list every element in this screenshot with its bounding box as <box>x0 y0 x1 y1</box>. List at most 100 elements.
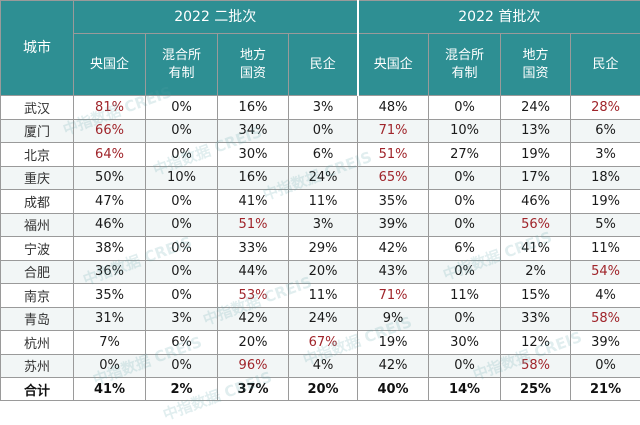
column-header-line-1: 混合所 <box>429 47 500 65</box>
total-value-cell: 21% <box>571 378 640 401</box>
value-cell: 0% <box>146 237 218 261</box>
value-cell: 41% <box>501 237 571 261</box>
value-cell: 0% <box>429 190 501 214</box>
value-cell: 71% <box>358 284 429 308</box>
value-cell: 5% <box>571 213 640 237</box>
value-cell: 12% <box>501 331 571 355</box>
value-cell: 10% <box>146 166 218 190</box>
column-header: 地方国资 <box>501 34 571 96</box>
value-cell: 4% <box>289 354 358 378</box>
value-cell: 0% <box>74 354 146 378</box>
column-header: 央国企 <box>74 34 146 96</box>
value-cell: 48% <box>358 96 429 120</box>
value-cell: 6% <box>571 119 640 143</box>
total-value-cell: 2% <box>146 378 218 401</box>
value-cell: 36% <box>74 260 146 284</box>
value-cell: 33% <box>501 307 571 331</box>
value-cell: 4% <box>571 284 640 308</box>
value-cell: 24% <box>501 96 571 120</box>
value-cell: 13% <box>501 119 571 143</box>
value-cell: 56% <box>501 213 571 237</box>
value-cell: 19% <box>501 143 571 167</box>
value-cell: 42% <box>218 307 289 331</box>
value-cell: 7% <box>74 331 146 355</box>
value-cell: 16% <box>218 166 289 190</box>
value-cell: 0% <box>146 213 218 237</box>
column-header: 民企 <box>571 34 640 96</box>
value-cell: 46% <box>74 213 146 237</box>
city-cell: 苏州 <box>1 354 74 378</box>
total-value-cell: 14% <box>429 378 501 401</box>
value-cell: 51% <box>358 143 429 167</box>
value-cell: 0% <box>146 96 218 120</box>
column-header-line-2: 国资 <box>501 65 570 83</box>
value-cell: 71% <box>358 119 429 143</box>
total-value-cell: 40% <box>358 378 429 401</box>
column-header-line-2: 有制 <box>429 65 500 83</box>
value-cell: 50% <box>74 166 146 190</box>
value-cell: 0% <box>429 260 501 284</box>
column-header-line-1: 央国企 <box>359 56 429 74</box>
value-cell: 46% <box>501 190 571 214</box>
value-cell: 24% <box>289 307 358 331</box>
value-cell: 20% <box>289 260 358 284</box>
column-header-line-1: 民企 <box>571 56 640 74</box>
value-cell: 42% <box>358 237 429 261</box>
value-cell: 20% <box>218 331 289 355</box>
value-cell: 28% <box>571 96 640 120</box>
ownership-share-table: 城市 2022 二批次 2022 首批次 央国企混合所有制地方国资民企央国企混合… <box>0 0 640 401</box>
value-cell: 43% <box>358 260 429 284</box>
total-value-cell: 25% <box>501 378 571 401</box>
value-cell: 18% <box>571 166 640 190</box>
city-header: 城市 <box>1 1 74 96</box>
value-cell: 65% <box>358 166 429 190</box>
value-cell: 0% <box>146 143 218 167</box>
value-cell: 39% <box>358 213 429 237</box>
column-header: 混合所有制 <box>429 34 501 96</box>
group-header-2022-batch-1: 2022 首批次 <box>358 1 640 34</box>
city-cell: 重庆 <box>1 166 74 190</box>
group-header-2022-batch-2: 2022 二批次 <box>74 1 358 34</box>
value-cell: 19% <box>571 190 640 214</box>
column-header: 混合所有制 <box>146 34 218 96</box>
city-cell: 成都 <box>1 190 74 214</box>
value-cell: 29% <box>289 237 358 261</box>
value-cell: 3% <box>146 307 218 331</box>
value-cell: 0% <box>429 96 501 120</box>
value-cell: 64% <box>74 143 146 167</box>
value-cell: 38% <box>74 237 146 261</box>
value-cell: 11% <box>289 190 358 214</box>
column-header-line-2: 有制 <box>146 65 217 83</box>
city-cell: 杭州 <box>1 331 74 355</box>
value-cell: 35% <box>358 190 429 214</box>
value-cell: 33% <box>218 237 289 261</box>
value-cell: 47% <box>74 190 146 214</box>
value-cell: 42% <box>358 354 429 378</box>
value-cell: 9% <box>358 307 429 331</box>
value-cell: 0% <box>146 284 218 308</box>
value-cell: 3% <box>289 96 358 120</box>
value-cell: 0% <box>429 213 501 237</box>
value-cell: 16% <box>218 96 289 120</box>
value-cell: 11% <box>571 237 640 261</box>
value-cell: 39% <box>571 331 640 355</box>
city-cell: 宁波 <box>1 237 74 261</box>
value-cell: 66% <box>74 119 146 143</box>
value-cell: 11% <box>289 284 358 308</box>
city-cell: 南京 <box>1 284 74 308</box>
column-header-row: 央国企混合所有制地方国资民企央国企混合所有制地方国资民企 <box>1 34 640 96</box>
city-cell: 武汉 <box>1 96 74 120</box>
value-cell: 30% <box>429 331 501 355</box>
value-cell: 0% <box>429 166 501 190</box>
value-cell: 53% <box>218 284 289 308</box>
value-cell: 30% <box>218 143 289 167</box>
